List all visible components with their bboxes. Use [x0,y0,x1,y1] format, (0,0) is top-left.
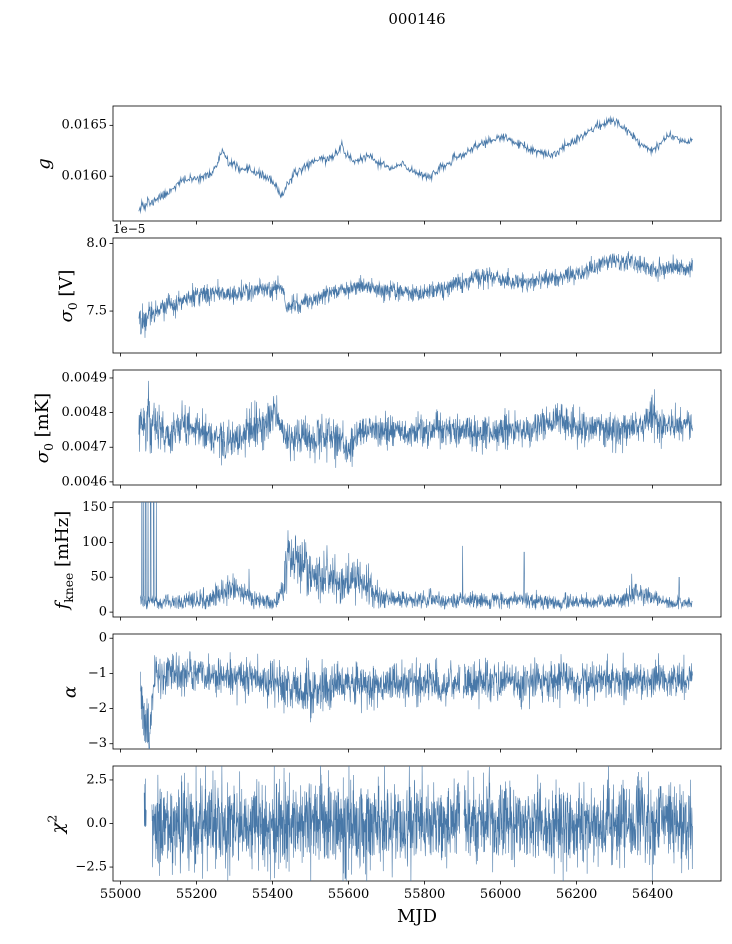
y-axis-label-g: g [33,157,54,170]
y-axis-label-fknee: fknee [mHz] [52,510,76,609]
y-axis-label-chi2: χ2 [45,814,69,833]
y-axis-label-sigma0-mk: σ0 [mK] [31,392,56,463]
y-axis-label-sigma0-v: σ0 [V] [56,269,81,322]
x-axis-label: MJD [396,906,438,927]
y-axis-label-alpha: α [59,685,81,698]
